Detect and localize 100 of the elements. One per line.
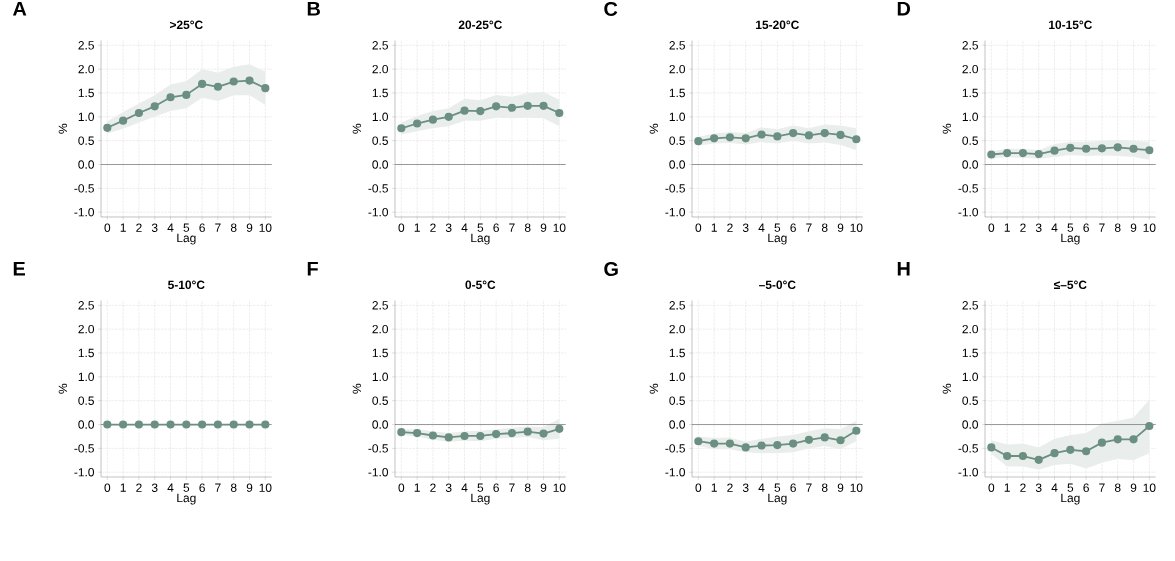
point — [166, 93, 175, 102]
y-tick-label: 2.0 — [372, 64, 389, 74]
y-axis-title: % — [942, 123, 952, 134]
point — [773, 132, 782, 141]
x-axis-title: Lag — [177, 493, 196, 505]
point — [229, 77, 238, 86]
x-tick-label: 0 — [398, 483, 405, 492]
y-tick-label: -0.5 — [368, 444, 388, 453]
y-tick-label: 0.5 — [669, 136, 685, 145]
chart-title: 0-5°C — [465, 280, 496, 290]
x-tick-label: 4 — [1051, 483, 1058, 492]
point — [1050, 449, 1059, 458]
point — [1113, 143, 1122, 152]
x-tick-label: 10 — [1143, 223, 1156, 232]
text: E — [13, 261, 25, 276]
y-tick-label: -0.5 — [665, 184, 685, 193]
point — [555, 424, 564, 433]
y-tick-label: 1.5 — [78, 88, 94, 98]
x-tick-label: 2 — [727, 483, 733, 492]
point — [460, 431, 469, 441]
x-tick-label: 3 — [1035, 223, 1042, 232]
point — [261, 84, 270, 93]
chart-title: 5-10°C — [168, 280, 205, 290]
point — [182, 90, 191, 99]
y-tick-label: 0.5 — [372, 136, 388, 145]
chart-title: >25°C — [169, 20, 203, 29]
x-tick-label: 7 — [806, 223, 812, 232]
y-tick-label: -0.5 — [368, 184, 388, 193]
y-tick-label: 2.5 — [78, 41, 94, 50]
y-tick-label: 2.0 — [962, 324, 979, 334]
point — [492, 102, 501, 111]
y-tick-label: -1.0 — [665, 468, 686, 477]
x-tick-label: 0 — [988, 223, 995, 232]
x-axis-title: Lag — [471, 493, 490, 505]
x-tick-label: 4 — [167, 223, 174, 232]
point — [694, 437, 703, 446]
point — [804, 435, 814, 444]
point — [1113, 435, 1122, 444]
y-tick-label: 0.0 — [372, 160, 389, 169]
y-tick-label: 0.5 — [372, 396, 388, 405]
x-tick-label: 1 — [711, 223, 717, 232]
y-tick-label: 1.5 — [962, 88, 978, 98]
x-tick-label: 9 — [1130, 223, 1137, 232]
point — [1129, 144, 1138, 153]
y-tick-label: 0.0 — [372, 420, 389, 429]
x-tick-label: 10 — [553, 223, 566, 232]
x-axis-title: Lag — [471, 233, 490, 245]
y-tick-label: 1.5 — [78, 348, 94, 358]
y-tick-label: 2.0 — [669, 64, 686, 74]
x-tick-label: 1 — [414, 483, 420, 492]
point — [710, 134, 719, 143]
x-tick-label: 8 — [230, 223, 237, 232]
y-tick-label: 2.5 — [669, 301, 685, 310]
point — [1018, 451, 1028, 461]
y-tick-label: 1.5 — [962, 348, 978, 358]
point — [1129, 435, 1138, 444]
x-tick-label: 1 — [1004, 223, 1010, 232]
y-tick-label: 2.0 — [962, 64, 979, 74]
y-tick-label: 1.0 — [962, 372, 979, 382]
x-tick-label: 10 — [259, 223, 272, 232]
y-tick-label: 1.5 — [372, 348, 388, 358]
point — [213, 82, 223, 91]
x-tick-label: 9 — [540, 483, 547, 492]
x-tick-label: 7 — [215, 483, 221, 492]
point — [1145, 421, 1154, 431]
y-tick-label: 2.5 — [78, 301, 94, 310]
point — [773, 440, 782, 450]
y-tick-label: 1.5 — [669, 88, 685, 98]
point — [1034, 149, 1043, 159]
point — [492, 429, 501, 439]
x-tick-label: 0 — [695, 483, 702, 492]
point — [836, 130, 845, 140]
y-tick-label: 2.0 — [372, 324, 389, 334]
x-tick-label: 5 — [1067, 223, 1074, 232]
point — [103, 123, 112, 132]
x-tick-label: 3 — [445, 483, 452, 492]
x-tick-label: 6 — [1083, 483, 1089, 492]
x-axis-title: Lag — [177, 233, 196, 245]
y-tick-label: 1.0 — [372, 112, 389, 122]
point — [820, 433, 829, 442]
chart-title: –5-0°C — [759, 280, 796, 290]
y-tick-label: -0.5 — [74, 184, 94, 193]
point — [198, 79, 207, 88]
y-tick-label: 2.0 — [78, 324, 95, 334]
chart-title: 10-15°C — [1049, 20, 1092, 29]
point — [555, 108, 564, 118]
x-tick-label: 5 — [1067, 483, 1074, 492]
text: F — [307, 261, 318, 276]
x-tick-label: 7 — [1099, 483, 1105, 492]
y-tick-label: -1.0 — [368, 208, 389, 217]
x-tick-label: 2 — [430, 483, 436, 492]
y-tick-label: 1.0 — [669, 112, 686, 122]
x-tick-label: 8 — [821, 483, 828, 492]
point — [1066, 445, 1075, 454]
y-tick-label: 2.5 — [669, 41, 685, 50]
point — [789, 128, 798, 138]
text: H — [897, 261, 910, 276]
point — [444, 433, 453, 442]
chart-title: 20-25°C — [458, 20, 502, 29]
y-tick-label: 0.0 — [962, 160, 979, 169]
